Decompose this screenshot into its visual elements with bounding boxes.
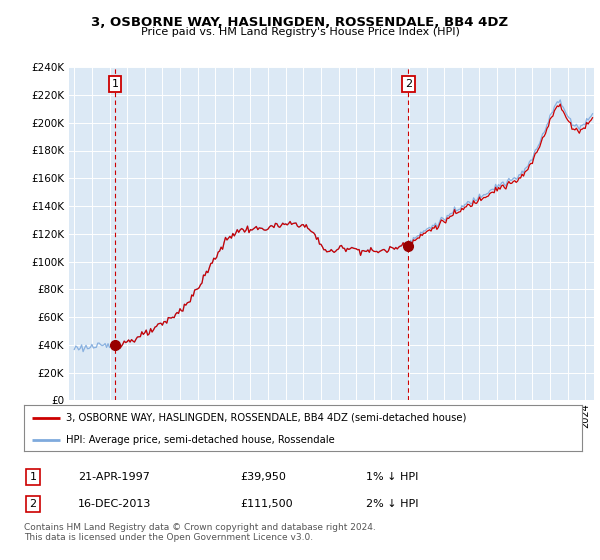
Text: 3, OSBORNE WAY, HASLINGDEN, ROSSENDALE, BB4 4DZ (semi-detached house): 3, OSBORNE WAY, HASLINGDEN, ROSSENDALE, … [66, 413, 466, 423]
Text: Price paid vs. HM Land Registry's House Price Index (HPI): Price paid vs. HM Land Registry's House … [140, 27, 460, 37]
Text: 1: 1 [29, 472, 37, 482]
Text: 1% ↓ HPI: 1% ↓ HPI [366, 472, 418, 482]
Text: £111,500: £111,500 [240, 499, 293, 509]
Text: 2: 2 [29, 499, 37, 509]
Text: 3, OSBORNE WAY, HASLINGDEN, ROSSENDALE, BB4 4DZ: 3, OSBORNE WAY, HASLINGDEN, ROSSENDALE, … [91, 16, 509, 29]
Text: HPI: Average price, semi-detached house, Rossendale: HPI: Average price, semi-detached house,… [66, 435, 335, 445]
Text: £39,950: £39,950 [240, 472, 286, 482]
Text: 2: 2 [405, 79, 412, 89]
Text: 21-APR-1997: 21-APR-1997 [78, 472, 150, 482]
Text: 16-DEC-2013: 16-DEC-2013 [78, 499, 151, 509]
Text: Contains HM Land Registry data © Crown copyright and database right 2024.
This d: Contains HM Land Registry data © Crown c… [24, 522, 376, 542]
Text: 1: 1 [112, 79, 118, 89]
Text: 2% ↓ HPI: 2% ↓ HPI [366, 499, 419, 509]
